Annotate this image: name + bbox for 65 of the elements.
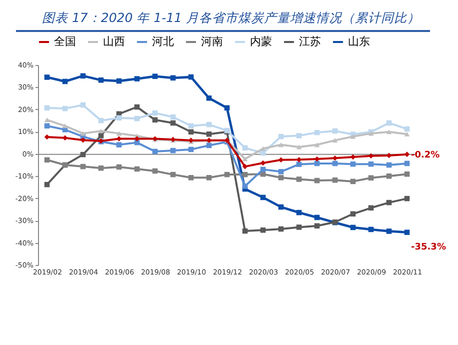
annotation: -0.2% (411, 150, 440, 160)
point (206, 95, 212, 101)
point (296, 224, 302, 230)
legend-label: 内蒙 (250, 35, 272, 48)
point (44, 118, 50, 122)
point (116, 115, 122, 121)
point (278, 142, 284, 148)
legend-label: 山东 (348, 35, 370, 48)
point (80, 131, 86, 136)
point (314, 142, 320, 148)
point (44, 74, 50, 80)
point (188, 123, 194, 129)
point (296, 144, 302, 150)
point (206, 175, 212, 180)
point (224, 105, 230, 111)
point (350, 134, 356, 139)
point (242, 183, 248, 189)
point (404, 171, 410, 177)
point (386, 228, 392, 234)
point (44, 123, 50, 129)
point (332, 177, 338, 183)
point (350, 161, 356, 167)
point (296, 162, 302, 167)
legend-label: 全国 (54, 35, 76, 48)
point (368, 161, 374, 167)
legend-label: 江苏 (299, 35, 321, 48)
point (278, 175, 284, 180)
legend-label: 山西 (103, 35, 125, 48)
point (260, 227, 266, 233)
point (116, 142, 122, 148)
point (332, 138, 338, 143)
point (62, 124, 68, 128)
point (260, 160, 266, 166)
point (242, 164, 248, 170)
legend-label: 河北 (152, 35, 174, 48)
point (44, 157, 50, 163)
point (98, 128, 104, 134)
chart-title: 图表 17：2020 年 1-11 月各省市煤炭产量增速情况（累计同比） (16, 0, 430, 32)
point (386, 173, 392, 179)
point (242, 156, 248, 162)
point (368, 175, 374, 181)
point (134, 76, 140, 82)
point (296, 133, 302, 138)
point (404, 230, 410, 235)
point (98, 77, 104, 83)
annotation: -35.3% (411, 242, 446, 252)
point (188, 129, 194, 135)
point (188, 175, 194, 180)
legend-label: 河南 (201, 35, 223, 48)
point (314, 223, 320, 229)
point (296, 176, 302, 182)
point (152, 117, 158, 123)
point (386, 130, 392, 134)
point (98, 165, 104, 171)
point (278, 169, 284, 174)
point (350, 211, 356, 217)
point (368, 205, 374, 211)
point (116, 131, 122, 136)
point (44, 105, 50, 111)
point (152, 74, 158, 79)
point (206, 131, 212, 137)
point (80, 73, 86, 79)
point (170, 75, 176, 81)
point (242, 145, 248, 151)
point (404, 132, 410, 136)
